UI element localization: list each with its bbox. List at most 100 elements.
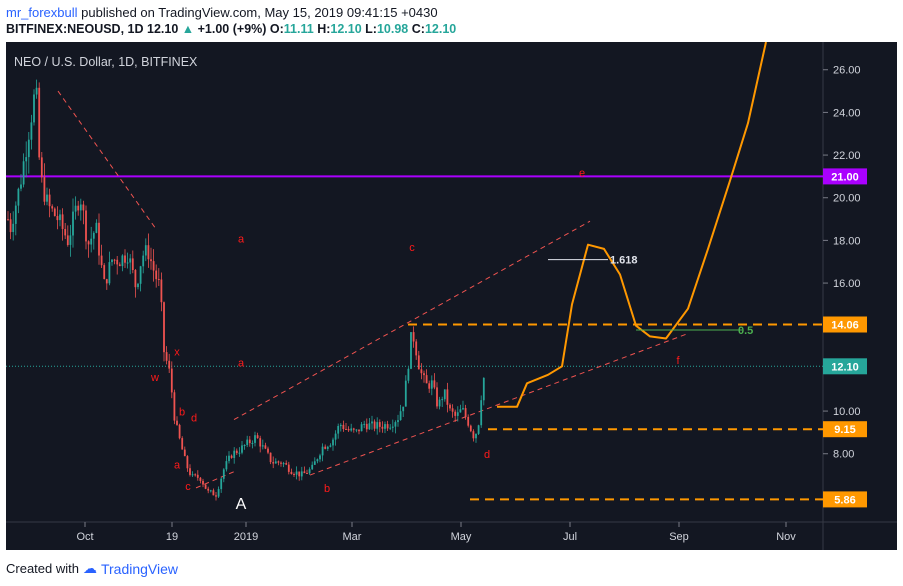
candle-body-0 <box>7 219 9 221</box>
candle-body-49 <box>134 270 137 288</box>
candle-body-144 <box>381 426 384 429</box>
candle-body-171 <box>451 408 454 412</box>
candle-body-142 <box>376 422 379 429</box>
candle-body-34 <box>95 222 98 233</box>
wave-label-5: f <box>676 355 680 367</box>
candle-body-41 <box>113 259 116 261</box>
candle-body-62 <box>168 360 171 369</box>
candle-body-76 <box>204 484 207 489</box>
candle-body-86 <box>230 455 233 458</box>
candle-body-29 <box>82 204 85 211</box>
projection-curve <box>497 42 767 408</box>
candle-body-130 <box>345 429 347 430</box>
candle-body-43 <box>118 264 121 267</box>
candle-body-147 <box>389 427 392 429</box>
candle-body-175 <box>462 408 464 410</box>
candle-body-99 <box>264 445 267 449</box>
candle-body-35 <box>98 222 100 256</box>
candle-body-84 <box>225 461 228 470</box>
tradingview-brand[interactable]: TradingView <box>100 560 179 577</box>
candle-body-53 <box>144 245 147 256</box>
candle-body-59 <box>160 279 163 303</box>
candle-body-94 <box>251 443 254 444</box>
candle-body-159 <box>420 369 423 374</box>
candle-body-182 <box>480 400 483 426</box>
wave-label-7: b <box>179 406 185 418</box>
wave-label-13: A <box>236 496 247 513</box>
candle-body-164 <box>433 380 436 388</box>
candle-body-155 <box>410 332 412 369</box>
candle-body-58 <box>157 279 160 280</box>
candle-body-54 <box>147 245 150 260</box>
candle-body-33 <box>92 232 95 239</box>
candle-body-78 <box>209 490 212 492</box>
candle-body-162 <box>428 383 431 389</box>
candle-body-65 <box>176 420 178 425</box>
candle-body-66 <box>178 424 181 439</box>
y-tick-label-2: 22.00 <box>833 150 861 162</box>
candle-body-153 <box>404 380 407 407</box>
candle-body-128 <box>339 424 342 427</box>
candle-body-6 <box>22 161 25 185</box>
price-label-bg-2 <box>823 358 867 375</box>
candle-body-39 <box>108 262 111 284</box>
candle-body-166 <box>438 399 441 407</box>
price-axis[interactable] <box>823 42 897 522</box>
candle-body-149 <box>394 422 397 427</box>
candle-body-8 <box>27 139 30 158</box>
candle-body-163 <box>430 380 433 389</box>
candle-body-141 <box>373 421 376 429</box>
wave-label-6: w <box>150 372 159 384</box>
candle-body-109 <box>290 471 293 474</box>
author-link[interactable]: mr_forexbull <box>6 5 78 20</box>
candle-body-111 <box>295 471 298 475</box>
candle-body-105 <box>280 462 282 464</box>
candle-body-107 <box>285 463 288 465</box>
trendline-0 <box>57 90 156 228</box>
candle-body-108 <box>287 464 290 472</box>
candle-body-173 <box>456 412 459 416</box>
candle-body-120 <box>319 455 321 460</box>
candle-body-87 <box>233 450 236 458</box>
price-label-bg-1 <box>823 316 867 333</box>
candle-body-103 <box>274 461 277 464</box>
candle-body-48 <box>131 258 134 270</box>
candle-body-110 <box>293 474 295 475</box>
high-label: H: <box>317 22 331 36</box>
x-tick-label-1: 19 <box>166 531 178 543</box>
price-label-bg-0 <box>823 168 867 185</box>
time-axis[interactable] <box>6 522 897 550</box>
candle-body-74 <box>199 477 202 481</box>
candle-body-178 <box>469 425 472 432</box>
close-value: 12.10 <box>424 22 457 36</box>
x-tick-label-6: Sep <box>669 531 689 543</box>
candle-body-25 <box>72 211 74 236</box>
candle-body-36 <box>100 255 103 266</box>
candle-body-124 <box>329 445 332 447</box>
candle-body-179 <box>472 431 475 439</box>
footer: Created with ☁ TradingView <box>6 560 178 577</box>
price-label-1: 14.06 <box>831 320 859 332</box>
candle-body-28 <box>79 204 82 211</box>
candle-body-23 <box>66 235 69 245</box>
candle-body-91 <box>243 445 246 446</box>
low-value: 10.98 <box>376 22 409 36</box>
candle-body-152 <box>402 406 405 412</box>
candle-body-30 <box>85 210 87 242</box>
candle-body-55 <box>150 259 152 262</box>
wave-label-1: c <box>409 242 415 254</box>
candle-body-98 <box>261 445 264 447</box>
y-tick-label-0: 26.00 <box>833 65 861 77</box>
candle-body-112 <box>298 471 301 477</box>
candle-body-18 <box>53 208 56 216</box>
candle-body-93 <box>248 439 251 444</box>
plot-area[interactable] <box>6 42 823 522</box>
price-label-0: 21.00 <box>831 171 859 183</box>
candle-body-116 <box>308 469 311 474</box>
candle-body-148 <box>391 426 394 428</box>
candle-body-106 <box>282 463 285 465</box>
fib-label-0: 1.618 <box>610 255 638 267</box>
candle-body-19 <box>56 216 59 221</box>
candle-body-5 <box>20 184 22 189</box>
